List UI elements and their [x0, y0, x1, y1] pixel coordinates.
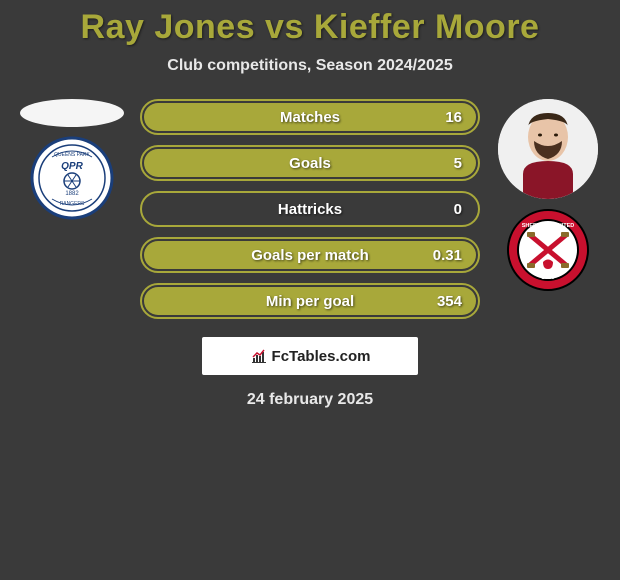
svg-text:SHEFFIELD UNITED: SHEFFIELD UNITED: [522, 223, 575, 229]
date-line: 24 february 2025: [0, 391, 620, 409]
stat-label: Goals per match: [251, 247, 369, 264]
player-photo-left: [20, 99, 124, 127]
stat-label: Goals: [289, 155, 331, 172]
svg-text:1889: 1889: [541, 275, 555, 281]
svg-text:QUEENS PARK: QUEENS PARK: [54, 152, 90, 158]
stat-value-right: 5: [454, 155, 462, 172]
attribution-badge: FcTables.com: [202, 337, 418, 375]
stat-value-right: 0.31: [433, 247, 462, 264]
content-row: QPR QUEENS PARK RANGERS 1882 Matches 16: [0, 99, 620, 319]
stat-bar-min-per-goal: Min per goal 354: [140, 283, 480, 319]
right-column: SHEFFIELD UNITED 1889: [492, 99, 604, 293]
stat-value-right: 16: [445, 109, 462, 126]
left-column: QPR QUEENS PARK RANGERS 1882: [16, 99, 128, 221]
chart-icon: [250, 347, 268, 365]
comparison-card: Ray Jones vs Kieffer Moore Club competit…: [0, 0, 620, 409]
stat-bar-hattricks: Hattricks 0: [140, 191, 480, 227]
svg-text:QPR: QPR: [61, 161, 83, 172]
svg-text:1882: 1882: [65, 191, 79, 197]
svg-text:RANGERS: RANGERS: [60, 201, 85, 207]
qpr-badge-icon: QPR QUEENS PARK RANGERS 1882: [29, 135, 115, 221]
club-badge-left: QPR QUEENS PARK RANGERS 1882: [22, 135, 122, 221]
sheffield-united-badge-icon: SHEFFIELD UNITED 1889: [505, 207, 591, 293]
stat-bar-goals: Goals 5: [140, 145, 480, 181]
player-photo-right: [498, 99, 598, 199]
page-title: Ray Jones vs Kieffer Moore: [0, 8, 620, 47]
club-badge-right: SHEFFIELD UNITED 1889: [498, 207, 598, 293]
stats-column: Matches 16 Goals 5 Hattricks 0 Goals per…: [140, 99, 480, 319]
stat-label: Hattricks: [278, 201, 342, 218]
stat-label: Min per goal: [266, 293, 354, 310]
stat-label: Matches: [280, 109, 340, 126]
player-avatar-icon: [498, 99, 598, 199]
stat-value-right: 354: [437, 293, 462, 310]
subtitle: Club competitions, Season 2024/2025: [0, 57, 620, 75]
stat-value-right: 0: [454, 201, 462, 218]
attribution-text: FcTables.com: [272, 348, 371, 365]
stat-bar-goals-per-match: Goals per match 0.31: [140, 237, 480, 273]
stat-bar-matches: Matches 16: [140, 99, 480, 135]
